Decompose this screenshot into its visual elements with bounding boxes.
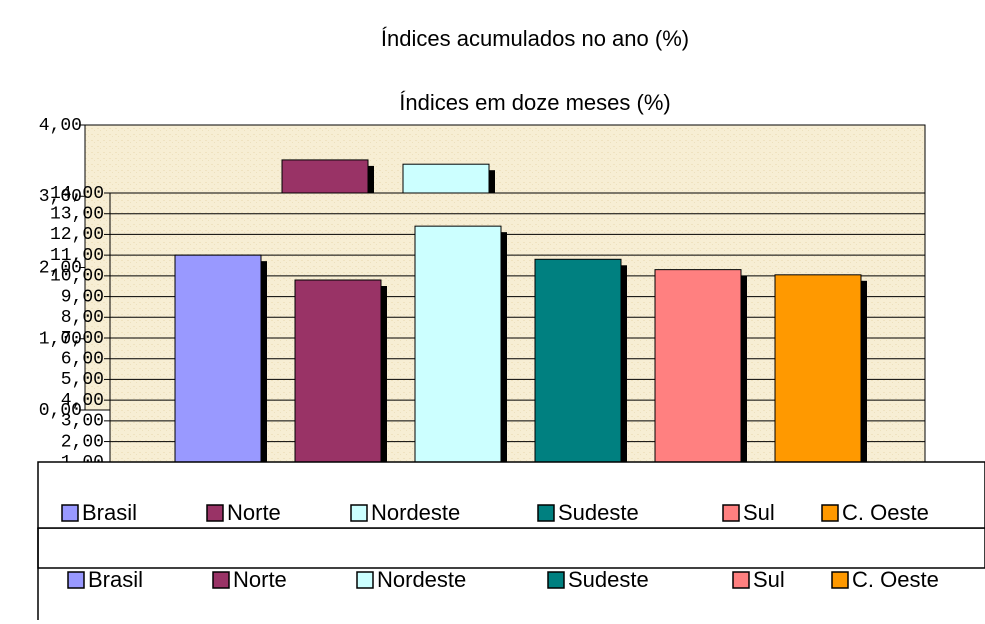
legend-label: Norte	[233, 567, 287, 592]
y-tick-label: 4,00	[39, 116, 82, 136]
y-tick-label: 8,00	[61, 308, 104, 328]
bar	[294, 279, 382, 484]
legend-swatch	[350, 504, 368, 522]
y-tick-label: 0,00	[39, 401, 82, 421]
bar	[534, 258, 622, 484]
y-tick-label: 7,00	[61, 329, 104, 349]
y-tick-label: 4,00	[61, 391, 104, 411]
legend-box	[37, 527, 985, 569]
legend-swatch	[356, 571, 374, 589]
legend-swatch	[831, 571, 849, 589]
y-tick-label: 10,00	[50, 267, 104, 287]
legend-label: Nordeste	[371, 500, 460, 525]
legend-label: C. Oeste	[842, 500, 929, 525]
legend-swatch	[722, 504, 740, 522]
y-tick-label: 3,00	[61, 412, 104, 432]
chart-title: Índices acumulados no ano (%)	[381, 26, 689, 51]
legend-label: Brasil	[82, 500, 137, 525]
legend-swatch	[61, 504, 79, 522]
y-tick-label: 2,00	[61, 432, 104, 452]
legend-label: Sul	[753, 567, 785, 592]
y-tick-label: 9,00	[61, 287, 104, 307]
legend-swatch	[547, 571, 565, 589]
legend-swatch	[67, 571, 85, 589]
legend-swatch	[821, 504, 839, 522]
y-tick-label: 5,00	[61, 370, 104, 390]
legend-label: Brasil	[88, 567, 143, 592]
y-tick-label: 13,00	[50, 204, 104, 224]
y-tick-label: 2,00	[39, 258, 82, 278]
legend-swatch	[206, 504, 224, 522]
legend-swatch	[537, 504, 555, 522]
legend-label: Norte	[227, 500, 281, 525]
legend-label: Nordeste	[377, 567, 466, 592]
y-tick-label: 12,00	[50, 225, 104, 245]
chart-title: Índices em doze meses (%)	[399, 90, 670, 115]
y-tick-label: 3,00	[39, 187, 82, 207]
bar	[654, 269, 742, 484]
legend-label: Sul	[743, 500, 775, 525]
bar	[414, 225, 502, 484]
y-tick-label: 6,00	[61, 349, 104, 369]
legend-swatch	[732, 571, 750, 589]
legend-label: Sudeste	[558, 500, 639, 525]
y-tick-label: 11,00	[50, 246, 104, 266]
legend-label: Sudeste	[568, 567, 649, 592]
legend-swatch	[212, 571, 230, 589]
y-tick-label: 1,00	[39, 330, 82, 350]
bar	[774, 274, 862, 484]
bar	[174, 254, 262, 484]
legend-label: C. Oeste	[852, 567, 939, 592]
y-tick-label: 14,00	[50, 184, 104, 204]
